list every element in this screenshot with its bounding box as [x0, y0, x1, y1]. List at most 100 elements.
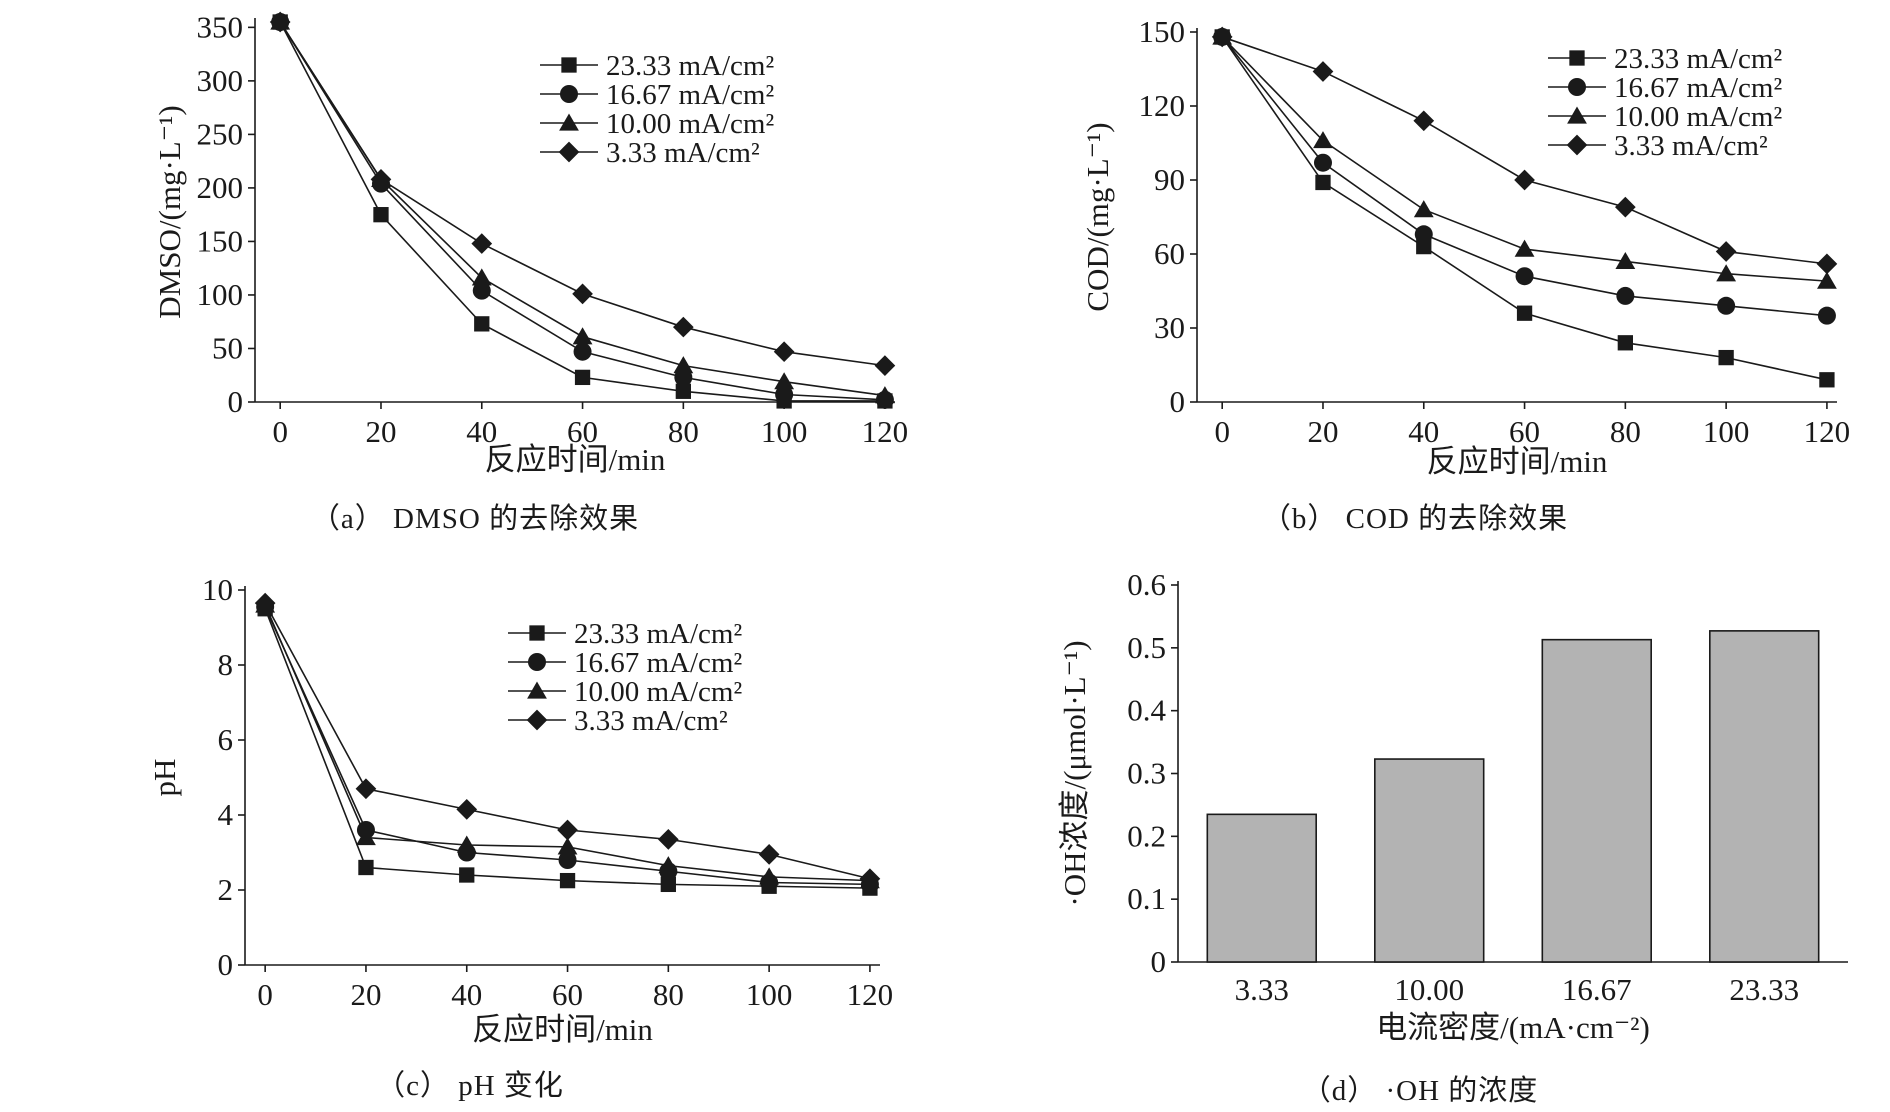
x-axis-title: 反应时间/min	[485, 442, 666, 477]
data-point	[355, 778, 377, 800]
data-point	[1515, 267, 1534, 286]
y-tick-label: 0	[1151, 944, 1167, 979]
legend-label: 23.33 mA/cm²	[574, 618, 742, 650]
panel-caption: （a） DMSO 的去除效果	[311, 502, 639, 535]
legend-marker-circle	[560, 85, 578, 103]
data-point	[1715, 241, 1737, 262]
legend-marker-triangle	[527, 681, 547, 699]
y-tick-label: 350	[197, 9, 244, 44]
x-tick-label: 40	[1408, 414, 1439, 449]
legend-label: 3.33 mA/cm²	[606, 137, 760, 169]
data-point	[1516, 305, 1533, 321]
data-point	[457, 843, 476, 862]
legend-label: 23.33 mA/cm²	[606, 50, 774, 82]
data-point	[673, 356, 694, 374]
data-point	[1414, 225, 1433, 244]
y-tick-label: 100	[197, 277, 244, 312]
data-point	[573, 342, 592, 361]
legend-label: 23.33 mA/cm²	[1614, 43, 1782, 75]
data-point	[456, 799, 478, 820]
x-tick-label: 80	[653, 977, 684, 1012]
legend-label: 3.33 mA/cm²	[574, 705, 728, 737]
legend-label: 10.00 mA/cm²	[1614, 101, 1782, 133]
x-tick-label: 0	[1214, 414, 1230, 449]
data-point	[1313, 153, 1332, 172]
panel-d: 电流密度/(mA·cm⁻²) ·OH浓度/(μmol·L⁻¹) （d） ·OH 的浓…	[1057, 567, 1848, 1107]
x-tick-label: 100	[746, 977, 793, 1012]
x-tick-label: 0	[272, 414, 288, 449]
data-point	[557, 819, 578, 841]
legend-marker-diamond	[1566, 134, 1588, 156]
x-axis-title: 反应时间/min	[1427, 444, 1608, 479]
legend-marker-circle	[528, 653, 546, 671]
bar	[1709, 630, 1820, 963]
data-point	[761, 878, 777, 894]
data-point	[1315, 174, 1331, 191]
data-point	[373, 207, 389, 223]
x-tick-label: 20	[350, 977, 381, 1012]
x-tick-label: 120	[862, 414, 909, 449]
panel-caption: （d） ·OH 的浓度	[1302, 1074, 1539, 1107]
y-tick-label: 90	[1154, 162, 1185, 197]
data-point	[1716, 264, 1737, 282]
x-tick-label: 23.33	[1729, 972, 1799, 1007]
y-tick-label: 0	[1170, 384, 1186, 419]
x-axis-title: 电流密度/(mA·cm⁻²)	[1376, 1010, 1650, 1045]
data-point	[459, 867, 475, 883]
y-tick-label: 150	[197, 223, 244, 258]
data-point	[1817, 271, 1837, 289]
data-point	[1615, 251, 1636, 270]
data-point	[358, 859, 374, 876]
data-point	[472, 281, 491, 300]
series-square	[257, 601, 878, 896]
panel-caption: （b） COD 的去除效果	[1262, 502, 1568, 535]
data-point	[572, 327, 593, 345]
legend-marker-square	[529, 625, 545, 641]
x-tick-label: 0	[257, 977, 273, 1012]
x-tick-label: 60	[567, 414, 598, 449]
y-tick-label: 0.2	[1127, 818, 1166, 853]
y-tick-label: 8	[218, 647, 234, 682]
x-tick-label: 40	[451, 977, 482, 1012]
y-tick-label: 4	[218, 797, 234, 832]
data-point	[371, 174, 390, 193]
y-tick-label: 2	[218, 872, 234, 907]
data-point	[1616, 286, 1635, 305]
y-tick-label: 0.1	[1127, 881, 1166, 916]
data-point	[659, 862, 678, 881]
series-circle	[271, 13, 894, 409]
data-point	[471, 233, 493, 254]
bar	[1541, 638, 1652, 963]
x-tick-label: 20	[1307, 414, 1338, 449]
y-axis-title: DMSO/(mg·L⁻¹)	[152, 105, 187, 318]
y-tick-label: 60	[1154, 236, 1185, 271]
panel-b: 反应时间/min COD/(mg·L⁻¹) （b） COD 的去除效果 0 30 60 90…	[1080, 14, 1850, 535]
data-point	[675, 383, 691, 399]
legend-label: 16.67 mA/cm²	[574, 647, 742, 679]
series-diamond	[269, 11, 896, 376]
x-tick-label: 60	[552, 977, 583, 1012]
y-axis-title: COD/(mg·L⁻¹)	[1080, 122, 1115, 311]
y-tick-label: 200	[197, 170, 244, 205]
data-point	[776, 393, 792, 409]
data-point	[1617, 335, 1633, 351]
data-point	[558, 851, 577, 869]
data-point	[1214, 29, 1230, 45]
y-tick-label: 120	[1139, 88, 1186, 123]
data-point	[1817, 306, 1836, 325]
data-point	[1413, 200, 1434, 218]
series-triangle	[255, 595, 880, 889]
data-point	[1416, 238, 1432, 255]
y-tick-label: 10	[202, 572, 233, 607]
data-point	[1312, 61, 1334, 82]
legend-label: 16.67 mA/cm²	[606, 79, 774, 111]
x-tick-label: 60	[1509, 414, 1540, 449]
legend-label: 10.00 mA/cm²	[574, 676, 742, 708]
x-tick-label: 100	[761, 414, 808, 449]
data-point	[1413, 110, 1435, 132]
x-tick-label: 120	[1804, 414, 1851, 449]
